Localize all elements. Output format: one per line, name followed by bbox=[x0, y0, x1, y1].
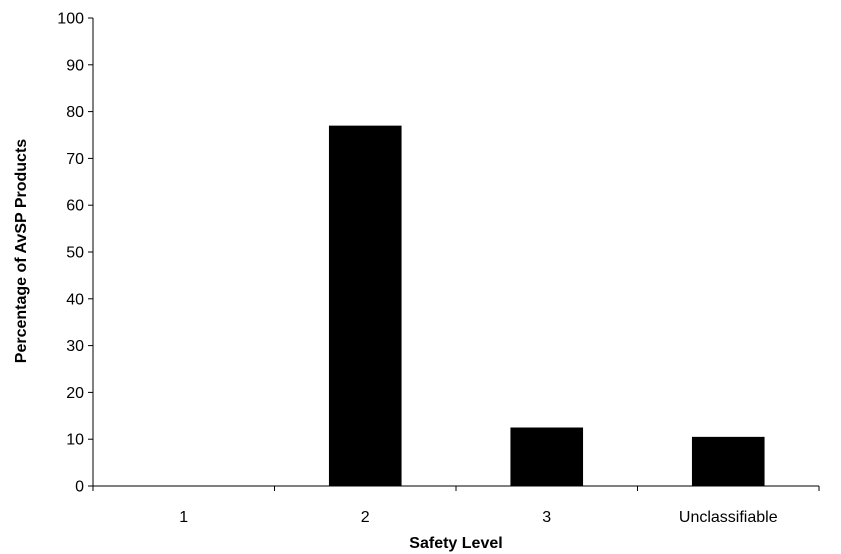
y-tick-label-10: 10 bbox=[66, 432, 84, 449]
axes-layer: 0 10 20 30 40 50 60 70 80 90 100 1 2 3 Unclassifiable bbox=[57, 11, 820, 526]
y-tick-label-70: 70 bbox=[66, 151, 84, 168]
y-tick-label-90: 90 bbox=[66, 57, 84, 74]
y-tick-label-100: 100 bbox=[57, 11, 84, 28]
y-axis-title: Percentage of AvSP Products bbox=[13, 139, 30, 363]
y-tick-label-40: 40 bbox=[66, 291, 84, 308]
y-tick-label-20: 20 bbox=[66, 385, 84, 402]
bar-2 bbox=[328, 125, 402, 486]
y-tick-label-0: 0 bbox=[75, 479, 84, 496]
x-tick-label-2: 2 bbox=[361, 509, 370, 526]
bar-unclassifiable bbox=[691, 436, 765, 486]
x-axis-title: Safety Level bbox=[409, 535, 502, 552]
y-tick-label-30: 30 bbox=[66, 338, 84, 355]
y-tick-label-80: 80 bbox=[66, 104, 84, 121]
x-tick-label-1: 1 bbox=[179, 509, 188, 526]
y-tick-label-50: 50 bbox=[66, 245, 84, 262]
y-tick-label-60: 60 bbox=[66, 198, 84, 215]
bars-layer bbox=[328, 125, 765, 486]
bar-3 bbox=[510, 427, 584, 486]
x-tick-label-unclassifiable: Unclassifiable bbox=[679, 509, 778, 526]
x-tick-label-3: 3 bbox=[542, 509, 551, 526]
